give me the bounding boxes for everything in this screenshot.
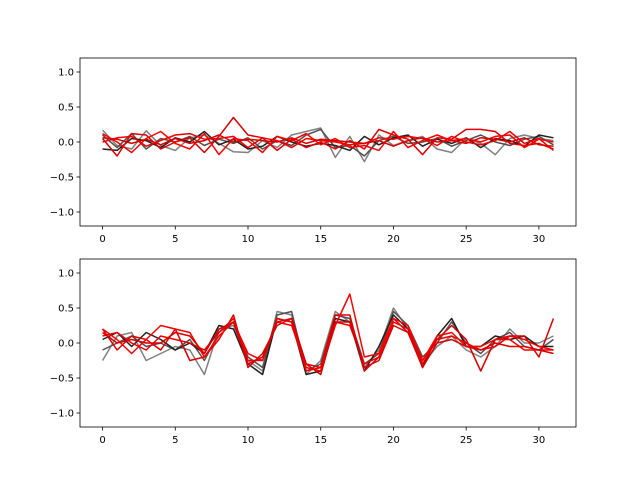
- top-x-tick-label: 10: [242, 234, 255, 245]
- bottom-y-tick-label: 1.0: [58, 269, 74, 280]
- bottom-x-tick-label: 10: [242, 435, 255, 446]
- top-series-line-2: [102, 130, 554, 152]
- top-x-tick-label: 25: [460, 234, 473, 245]
- top-series-line-0: [102, 127, 554, 163]
- top-series-line-5: [102, 130, 554, 151]
- bottom-series-line-0: [101, 307, 554, 376]
- bottom-x-tick-label: 5: [172, 435, 178, 446]
- top-y-tick-label: 1.0: [58, 68, 74, 79]
- top-x-tick-label: 15: [314, 234, 327, 245]
- bottom-series-line-3: [101, 314, 555, 372]
- top-subplot-lines: [101, 116, 554, 163]
- top-subplot-x-axis: 0 5 10 15 20 25 30: [99, 226, 545, 245]
- bottom-subplot: 0 5 10 15 20 25 30 −1.0 −0.5 0.0 0.5 1.0: [50, 258, 577, 446]
- top-subplot: 0 5 10 15 20 25 30 −1.0 −0.5 0.0 0.5 1.0: [50, 57, 577, 245]
- bottom-y-tick-label: −1.0: [50, 409, 74, 420]
- top-x-tick-label: 0: [99, 234, 105, 245]
- top-x-tick-label: 30: [533, 234, 546, 245]
- bottom-series-line-6: [102, 317, 554, 376]
- bottom-x-tick-label: 30: [533, 435, 546, 446]
- top-y-tick-label: 0.5: [58, 103, 74, 114]
- top-series-line-6: [102, 134, 554, 147]
- bottom-x-tick-label: 15: [314, 435, 327, 446]
- top-x-tick-label: 5: [172, 234, 178, 245]
- top-y-tick-label: 0.0: [58, 138, 74, 149]
- top-subplot-y-axis: −1.0 −0.5 0.0 0.5 1.0: [50, 68, 80, 219]
- bottom-x-tick-label: 25: [460, 435, 473, 446]
- bottom-y-tick-label: −0.5: [50, 374, 74, 385]
- bottom-subplot-x-axis: 0 5 10 15 20 25 30: [99, 427, 545, 446]
- top-series-line-3: [101, 116, 554, 157]
- bottom-y-tick-label: 0.0: [58, 339, 74, 350]
- top-y-tick-label: −0.5: [50, 173, 74, 184]
- bottom-y-tick-label: 0.5: [58, 304, 74, 315]
- bottom-subplot-y-axis: −1.0 −0.5 0.0 0.5 1.0: [50, 269, 80, 420]
- top-x-tick-label: 20: [387, 234, 400, 245]
- bottom-subplot-lines: [101, 293, 555, 376]
- bottom-x-tick-label: 0: [99, 435, 105, 446]
- top-y-tick-label: −1.0: [50, 208, 74, 219]
- bottom-x-tick-label: 20: [387, 435, 400, 446]
